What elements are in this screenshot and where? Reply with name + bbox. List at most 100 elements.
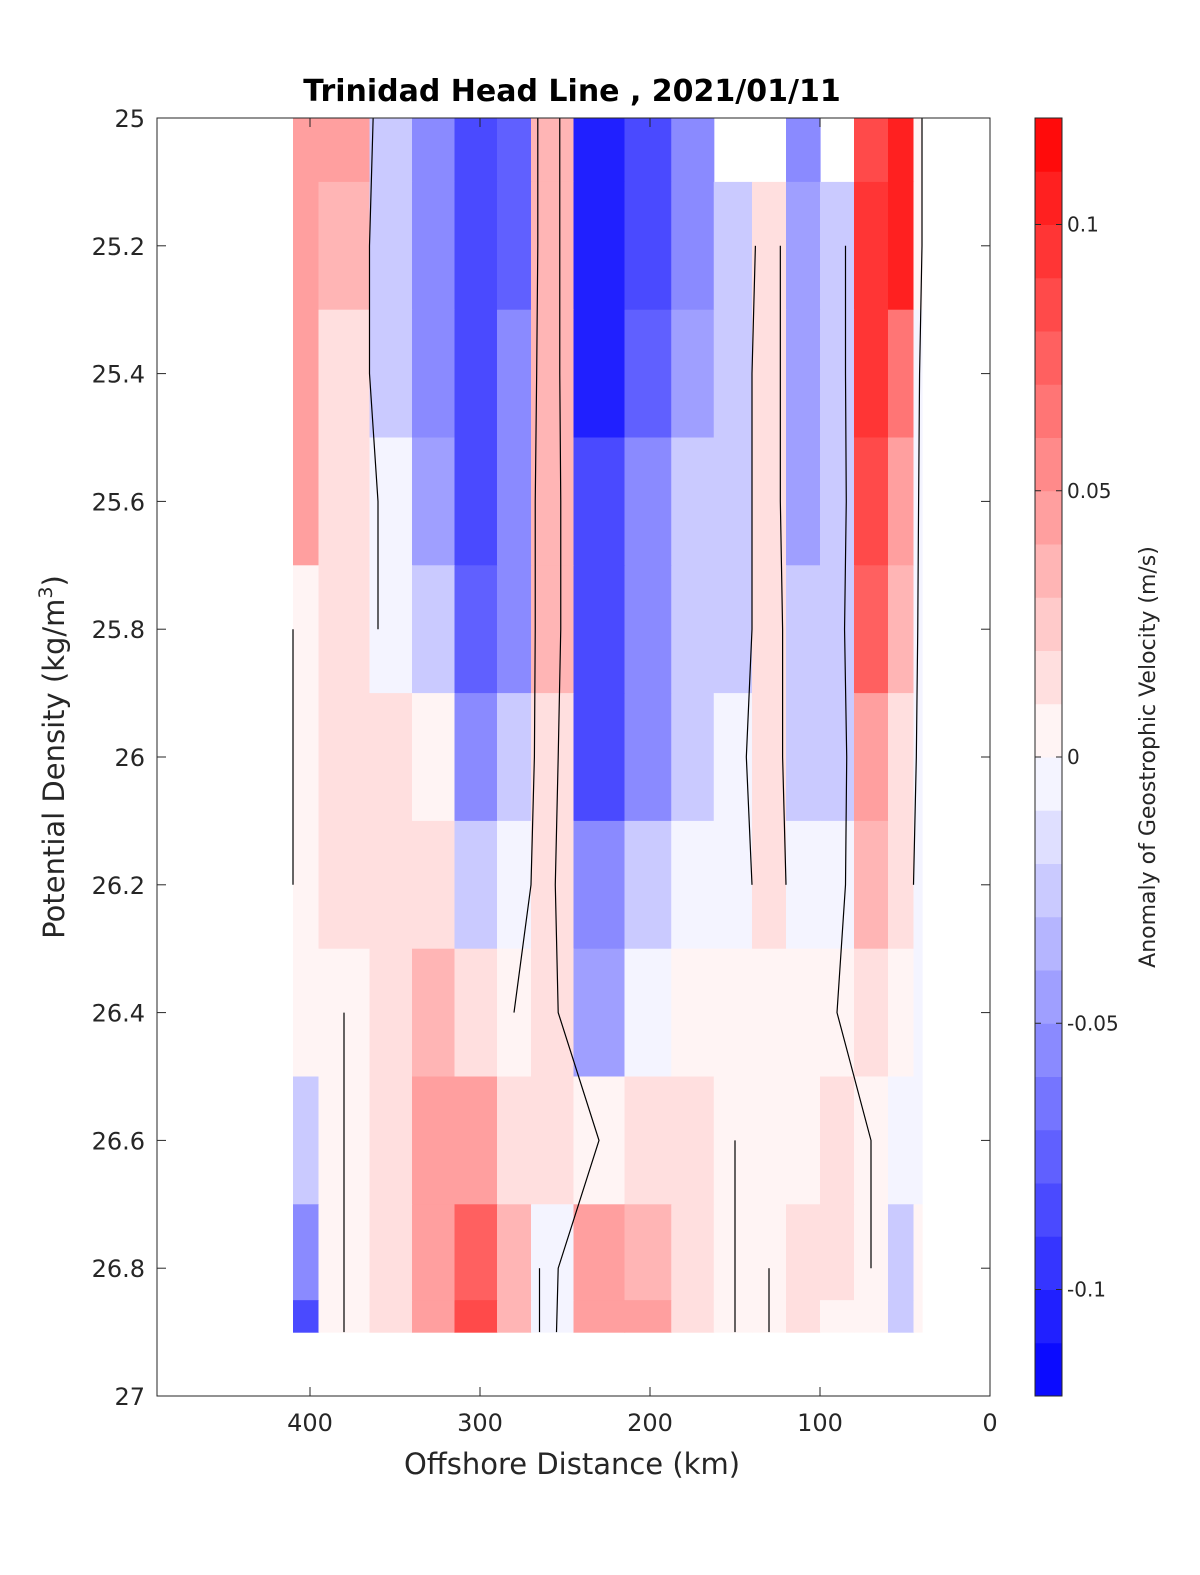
heatmap-cell (412, 437, 456, 566)
zero-contour-line (368, 118, 379, 630)
colorbar-swatch (1035, 810, 1062, 864)
heatmap-cell (369, 1076, 413, 1205)
heatmap-cell (854, 820, 889, 950)
heatmap-cell (624, 437, 672, 566)
heatmap-cell (913, 181, 923, 311)
colorbar-swatch (1035, 384, 1062, 438)
heatmap-cell (786, 948, 821, 1078)
heatmap-cell (786, 1204, 821, 1301)
heatmap-cell (888, 948, 915, 1078)
heatmap-cell (412, 565, 456, 694)
heatmap-cell (820, 565, 855, 694)
zero-contour-line (513, 118, 539, 1013)
heatmap-cell (293, 948, 320, 1078)
heatmap-cells (293, 118, 923, 1333)
heatmap-cell (913, 118, 923, 183)
heatmap-cell (888, 693, 915, 822)
colorbar-swatch (1035, 437, 1062, 492)
heatmap-cell (913, 693, 923, 822)
colorbar-swatch (1035, 331, 1062, 385)
y-tick-label: 25 (114, 105, 145, 133)
heatmap-cell (820, 309, 855, 439)
heatmap-cell (713, 948, 753, 1078)
colorbar-tick-label: 0.05 (1067, 479, 1112, 503)
heatmap-cell (497, 693, 532, 822)
heatmap-cell (624, 309, 672, 439)
heatmap-cell (318, 309, 371, 439)
y-axis-label-main: Potential Density (kg/m (37, 599, 71, 939)
heatmap-cell (293, 693, 320, 822)
colorbar-swatch (1035, 224, 1062, 279)
heatmap-cell (713, 1076, 753, 1205)
colorbar-tick-label: -0.05 (1067, 1011, 1119, 1035)
heatmap-cell (671, 1204, 715, 1301)
heatmap-cell (913, 309, 923, 439)
heatmap-cell (913, 1204, 923, 1301)
heatmap-cell (369, 820, 413, 950)
y-tick-label: 26.4 (92, 1000, 145, 1028)
heatmap-cell (531, 948, 575, 1078)
heatmap-cell (318, 437, 371, 566)
heatmap-cell (624, 181, 672, 311)
heatmap-cell (888, 437, 915, 566)
zero-contour-line (745, 245, 756, 885)
colorbar-swatch (1035, 118, 1062, 172)
heatmap-cell (671, 948, 715, 1078)
heatmap-cell (573, 437, 626, 566)
y-axis-label: Potential Density (kg/m3) (35, 575, 71, 939)
heatmap-cell (624, 1300, 672, 1333)
y-tick-label: 25.6 (92, 488, 145, 516)
heatmap-cell (671, 181, 715, 311)
heatmap-cell (573, 565, 626, 694)
heatmap-cell (369, 1204, 413, 1301)
heatmap-cell (412, 948, 456, 1078)
heatmap-cell (671, 820, 715, 950)
heatmap-cell (497, 1300, 532, 1333)
heatmap-cell (624, 565, 672, 694)
heatmap-cell (293, 309, 320, 439)
heatmap-cell (913, 820, 923, 950)
heatmap-cell (888, 565, 915, 694)
heatmap-cell (369, 181, 413, 311)
heatmap-cell (786, 565, 821, 694)
heatmap-cell (713, 820, 753, 950)
heatmap-cell (854, 437, 889, 566)
colorbar-swatch (1035, 1236, 1062, 1290)
heatmap-cell (454, 820, 498, 950)
colorbar-swatch (1035, 1183, 1062, 1237)
heatmap-cell (454, 565, 498, 694)
heatmap-cell (854, 693, 889, 822)
heatmap-cell (454, 1076, 498, 1205)
colorbar-tick-label: -0.1 (1067, 1278, 1106, 1302)
zero-contours (292, 118, 923, 1333)
heatmap-cell (671, 1300, 715, 1333)
heatmap-cell (318, 181, 371, 311)
heatmap-cell (412, 693, 456, 822)
heatmap-cell (318, 693, 371, 822)
heatmap-cell (412, 1300, 456, 1333)
y-tick-label: 25.8 (92, 616, 145, 644)
heatmap-cell (318, 565, 371, 694)
x-tick-label: 400 (287, 1409, 333, 1437)
heatmap-cell (820, 1300, 855, 1333)
heatmap-cell (573, 1204, 626, 1301)
heatmap-cell (888, 118, 915, 183)
heatmap-cell (713, 1204, 753, 1301)
y-tick-label: 26.2 (92, 872, 145, 900)
heatmap-cell (752, 693, 787, 822)
heatmap-cell (820, 437, 855, 566)
heatmap-cell (786, 693, 821, 822)
y-tick-label: 25.2 (92, 233, 145, 261)
heatmap-cell (888, 309, 915, 439)
heatmap-cell (531, 820, 575, 950)
heatmap-cell (497, 565, 532, 694)
heatmap-cell (671, 437, 715, 566)
x-tick-label: 300 (457, 1409, 503, 1437)
colorbar-swatch (1035, 277, 1062, 332)
zero-contour-line (836, 245, 872, 1269)
heatmap-cell (412, 181, 456, 311)
y-axis-label-close: ) (37, 575, 71, 586)
heatmap-cell (752, 181, 787, 311)
y-tick-label: 25.4 (92, 361, 145, 389)
